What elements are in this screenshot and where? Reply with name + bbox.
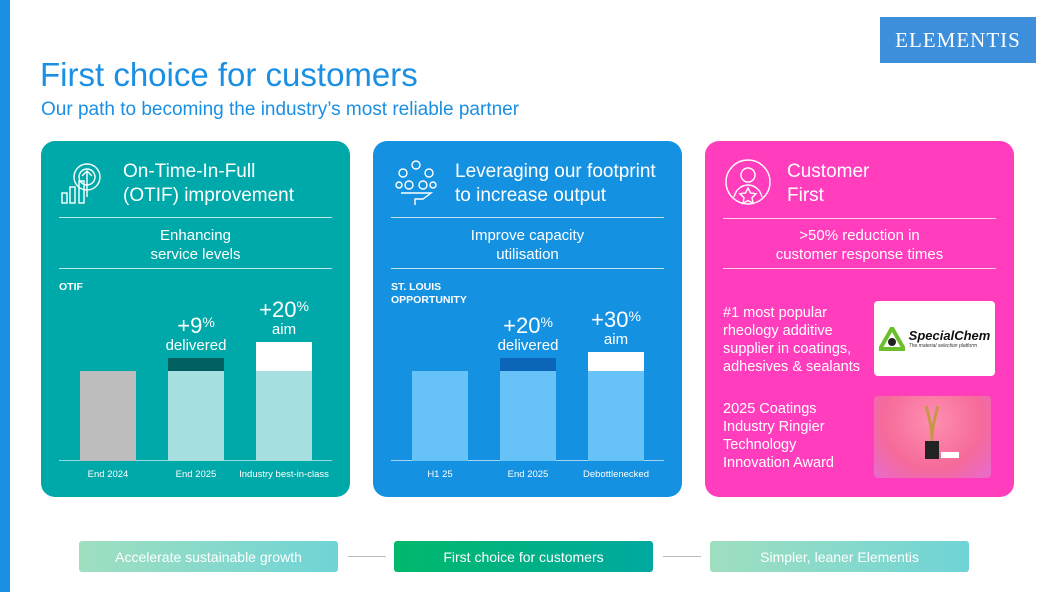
otif-card: On-Time-In-Full (OTIF) improvement Enhanc… <box>41 141 350 497</box>
annotation-value: +30 <box>591 306 629 332</box>
award-photo <box>874 396 991 478</box>
card-tagline: utilisation <box>496 246 559 263</box>
card-tagline: Enhancing <box>160 227 231 244</box>
chart-bar <box>588 351 644 461</box>
bar-base <box>588 371 644 461</box>
partner-name: SpecialChem <box>908 328 991 343</box>
trophy-icon <box>924 405 959 459</box>
connector <box>663 556 701 557</box>
point-line: adhesives & sealants <box>723 359 861 375</box>
card-title: Customer <box>787 161 870 182</box>
nav-pill-first-choice[interactable]: First choice for customers <box>394 541 653 572</box>
card-tagline: >50% reduction in <box>799 227 920 244</box>
bar-increment <box>168 357 224 371</box>
point-line: rheology additive <box>723 323 833 339</box>
card-title: First <box>787 185 824 206</box>
divider <box>59 217 332 218</box>
bar-increment <box>588 351 644 371</box>
page-subtitle: Our path to becoming the industry’s most… <box>41 99 520 120</box>
bar-base <box>500 371 556 461</box>
chart-bar <box>168 357 224 461</box>
annotation-value: +9 <box>177 312 203 338</box>
bar-base <box>168 371 224 461</box>
bar-base <box>80 371 136 461</box>
x-axis-label: End 2025 <box>507 469 549 480</box>
popularity-point: #1 most popular rheology additive supplier… <box>723 304 860 376</box>
bar-annotation: +9% delivered <box>151 314 241 354</box>
divider <box>391 217 664 218</box>
elementis-logo: ELEMENTIS <box>880 17 1036 63</box>
x-axis-label: Debottlenecked <box>582 469 650 480</box>
divider <box>391 268 664 269</box>
percent-sign: % <box>296 298 309 314</box>
bar-base <box>412 371 468 461</box>
otif-chart: +9% delivered +20% aim <box>59 291 332 461</box>
annotation-text: aim <box>603 330 629 348</box>
card-tagline: service levels <box>150 246 241 263</box>
divider <box>723 268 996 269</box>
card-tagline: customer response times <box>775 246 944 263</box>
percent-sign: % <box>202 313 215 330</box>
nav-pill-sustainable-growth[interactable]: Accelerate sustainable growth <box>79 541 338 572</box>
chart-label: OPPORTUNITY <box>391 294 467 306</box>
accent-strip <box>0 0 10 592</box>
customer-first-card: Customer First >50% reduction in customer … <box>705 141 1014 497</box>
network-hand-icon <box>395 160 437 205</box>
chart-label: OTIF <box>59 281 83 293</box>
point-line: supplier in coatings, <box>723 341 852 357</box>
specialchem-logo: SpecialChem The material selection platfo… <box>874 301 995 376</box>
bar-annotation: +20% aim <box>239 298 329 338</box>
card-title: (OTIF) improvement <box>123 185 295 206</box>
point-line: Industry Ringier <box>723 419 825 435</box>
specialchem-mark-icon <box>878 326 905 351</box>
annotation-text: delivered <box>165 336 227 354</box>
annotation-value: +20 <box>503 313 541 338</box>
user-star-icon <box>725 159 771 205</box>
award-point: 2025 Coatings Industry Ringier Technology I… <box>723 400 834 472</box>
chart-bar <box>80 371 136 461</box>
annotation-value: +20 <box>259 297 297 322</box>
gear-growth-icon <box>61 163 101 204</box>
annotation-text: delivered <box>497 337 559 354</box>
point-line: Innovation Award <box>723 455 834 471</box>
card-title: On-Time-In-Full <box>123 161 256 182</box>
bar-increment <box>500 358 556 371</box>
annotation-text: aim <box>271 321 297 338</box>
partner-tagline: The material selection platform <box>908 343 978 349</box>
divider <box>723 218 996 219</box>
divider <box>59 268 332 269</box>
page-title: First choice for customers <box>40 56 418 93</box>
bar-annotation: +20% delivered <box>483 314 573 354</box>
connector <box>348 556 386 557</box>
card-title: to increase output <box>455 185 607 206</box>
x-axis-label: Industry best-in-class <box>239 469 329 480</box>
point-line: Technology <box>723 437 797 453</box>
card-title: Leveraging our footprint <box>455 161 656 182</box>
x-axis-label: End 2024 <box>87 469 129 480</box>
st-louis-chart: +20% delivered +30% aim <box>391 291 664 461</box>
x-axis-label: H1 25 <box>427 469 453 480</box>
chart-bar <box>256 342 312 461</box>
bar-annotation: +30% aim <box>571 308 661 348</box>
chart-label: ST. LOUIS <box>391 281 442 293</box>
percent-sign: % <box>540 314 553 330</box>
bar-base <box>256 371 312 461</box>
footprint-card: Leveraging our footprint to increase outp… <box>373 141 682 497</box>
card-tagline: Improve capacity <box>470 227 585 244</box>
bar-increment <box>256 342 312 371</box>
percent-sign: % <box>628 307 641 324</box>
point-line: 2025 Coatings <box>723 401 817 417</box>
point-line: #1 most popular <box>723 305 827 321</box>
nav-pill-simpler-leaner[interactable]: Simpler, leaner Elementis <box>710 541 969 572</box>
chart-bar <box>412 371 468 461</box>
chart-bar <box>500 358 556 461</box>
x-axis-label: End 2025 <box>175 469 217 480</box>
